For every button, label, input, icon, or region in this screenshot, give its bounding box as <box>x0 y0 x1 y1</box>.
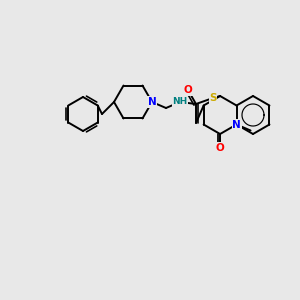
Text: NH: NH <box>172 98 188 106</box>
Text: N: N <box>148 97 156 107</box>
Text: N: N <box>148 97 156 107</box>
Text: O: O <box>216 143 224 153</box>
Text: O: O <box>184 85 192 95</box>
Text: S: S <box>209 93 217 103</box>
Text: N: N <box>232 119 241 130</box>
